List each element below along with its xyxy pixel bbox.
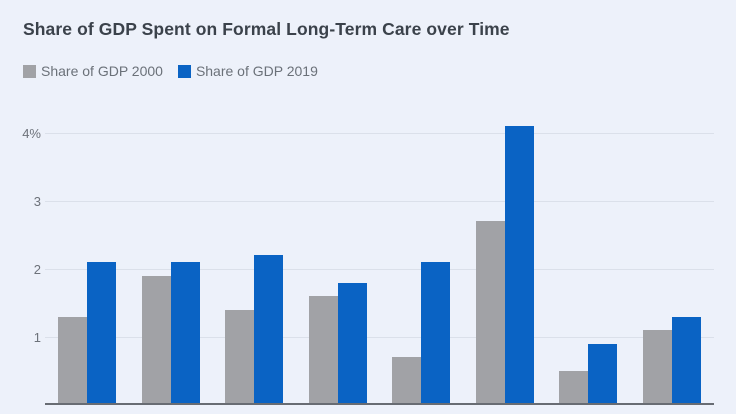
legend-swatch-2019	[177, 64, 191, 78]
gridline-1	[45, 336, 714, 338]
gridline-3	[45, 200, 714, 202]
bar-2000-group-4	[308, 296, 338, 405]
bar-2000-group-6	[475, 221, 505, 405]
chart-title: Share of GDP Spent on Formal Long-Term C…	[23, 19, 510, 39]
legend: Share of GDP 2000 Share of GDP 2019	[23, 63, 318, 79]
bar-2019-group-3	[254, 255, 284, 405]
legend-item-2000: Share of GDP 2000	[23, 63, 163, 79]
legend-label-2019: Share of GDP 2019	[195, 63, 318, 79]
bar-2000-group-7	[559, 371, 589, 405]
bar-2000-group-3	[225, 309, 255, 405]
bar-2000-group-1	[58, 316, 87, 405]
legend-label-2000: Share of GDP 2000	[41, 63, 163, 79]
bar-2019-group-2	[170, 262, 200, 405]
x-axis-line	[45, 403, 714, 405]
gridline-4	[45, 132, 714, 134]
bar-2019-group-5	[421, 262, 451, 405]
bar-2019-group-1	[87, 262, 116, 405]
legend-item-2019: Share of GDP 2019	[177, 63, 318, 79]
bar-2019-group-7	[588, 343, 618, 405]
y-tick-label-4: 4%	[22, 125, 41, 141]
bar-2000-group-8	[642, 330, 672, 405]
bar-2000-group-5	[392, 357, 422, 405]
bar-2019-group-4	[337, 282, 367, 405]
bar-2000-group-2	[141, 275, 171, 405]
y-tick-label-3: 3	[33, 193, 41, 209]
legend-swatch-2000	[23, 64, 36, 78]
bar-2019-group-6	[504, 126, 534, 405]
y-tick-label-1: 1	[33, 329, 41, 345]
y-tick-label-2: 2	[33, 261, 41, 277]
bar-2019-group-8	[671, 316, 701, 405]
gridline-2	[45, 268, 714, 270]
